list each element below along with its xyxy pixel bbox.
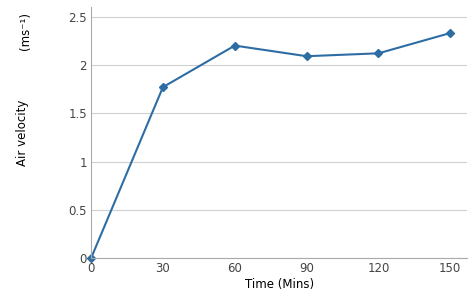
Text: (ms⁻¹): (ms⁻¹) — [19, 12, 32, 50]
X-axis label: Time (Mins): Time (Mins) — [245, 278, 314, 291]
Y-axis label: Air velocity: Air velocity — [17, 99, 29, 166]
